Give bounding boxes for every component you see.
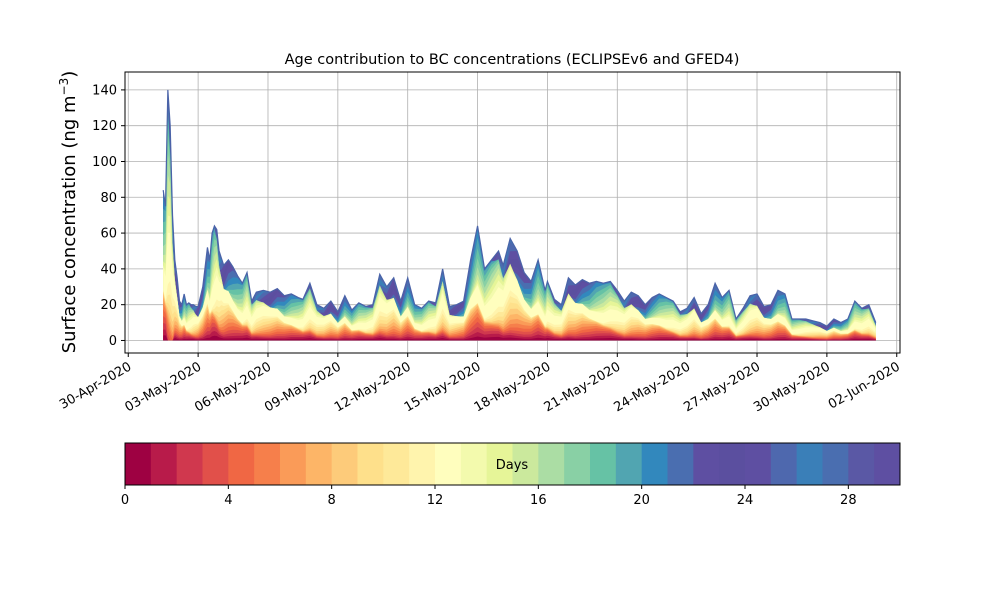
- colorbar-segment: [125, 443, 152, 485]
- colorbar-segment: [435, 443, 462, 485]
- colorbar-segment: [719, 443, 746, 485]
- colorbar-tick-label: 16: [530, 493, 547, 508]
- colorbar-segment: [512, 443, 539, 485]
- colorbar-segment: [848, 443, 875, 485]
- x-tick-label: 30-May-2020: [751, 359, 833, 415]
- x-tick-label: 06-May-2020: [192, 359, 274, 415]
- colorbar-segment: [305, 443, 333, 485]
- area-band-day-7: [163, 293, 876, 341]
- y-tick-label: 40: [100, 262, 117, 277]
- y-tick-label: 120: [92, 119, 117, 134]
- y-tick-label: 140: [92, 83, 117, 98]
- area-band-day-0: [163, 335, 876, 341]
- colorbar-segment: [280, 443, 307, 485]
- x-tick-label: 12-May-2020: [332, 359, 414, 415]
- colorbar-tick-label: 8: [328, 493, 336, 508]
- colorbar-tick-label: 28: [840, 493, 857, 508]
- colorbar-tick-label: 20: [633, 493, 650, 508]
- colorbar-segment: [409, 443, 436, 485]
- colorbar-segment: [383, 443, 410, 485]
- colorbar-segment: [615, 443, 643, 485]
- colorbar-frame: [124, 442, 901, 486]
- colorbar-tick-label: 24: [737, 493, 754, 508]
- colorbar-segment: [228, 443, 255, 485]
- plot-area: 02040608010012014030-Apr-202003-May-2020…: [57, 71, 903, 415]
- x-tick-label: 27-May-2020: [681, 359, 763, 415]
- colorbar-tick-label: 12: [427, 493, 444, 508]
- colorbar-segment: [538, 443, 565, 485]
- y-tick-label: 100: [92, 155, 117, 170]
- y-tick-label: 20: [100, 298, 117, 313]
- colorbar-segment: [202, 443, 229, 485]
- chart-title: Age contribution to BC concentrations (E…: [285, 52, 740, 68]
- colorbar-segment: [693, 443, 720, 485]
- colorbar-segment: [176, 443, 203, 485]
- x-tick-label: 02-Jun-2020: [826, 359, 903, 412]
- colorbar-segment: [667, 443, 694, 485]
- colorbar-segment: [460, 443, 488, 485]
- x-tick-label: 15-May-2020: [402, 359, 484, 415]
- colorbar-segment: [770, 443, 798, 485]
- colorbar-tick-label: 4: [224, 493, 232, 508]
- colorbar-segment: [641, 443, 668, 485]
- y-tick-label: 0: [109, 334, 117, 349]
- colorbar-label: Days: [496, 458, 529, 473]
- y-tick-label: 60: [100, 227, 117, 242]
- x-tick-label: 09-May-2020: [262, 359, 344, 415]
- stacked-area-bands: [163, 89, 876, 341]
- x-tick-label: 24-May-2020: [611, 359, 693, 415]
- colorbar-segment: [874, 443, 901, 485]
- colorbar-segment: [796, 443, 823, 485]
- x-tick-label: 18-May-2020: [472, 359, 554, 415]
- colorbar-segment: [590, 443, 617, 485]
- x-tick-label: 03-May-2020: [122, 359, 204, 415]
- total-outline: [162, 89, 877, 327]
- plot-frame: [124, 71, 901, 354]
- x-tick-label: 21-May-2020: [542, 359, 624, 415]
- y-axis-label: Surface concentration (ng m−3): [57, 71, 80, 354]
- colorbar-tick-label: 0: [121, 493, 129, 508]
- colorbar-segment: [150, 443, 178, 485]
- colorbar-segment: [254, 443, 281, 485]
- colorbar-segment: [822, 443, 849, 485]
- colorbar-segment: [564, 443, 591, 485]
- colorbar-segment: [357, 443, 384, 485]
- colorbar-segment: [745, 443, 772, 485]
- colorbar-segment: [331, 443, 358, 485]
- y-tick-label: 80: [100, 191, 117, 206]
- colorbar: 0 4 8 12 16 20 24 28: [121, 442, 901, 508]
- colorbar-segment: [486, 443, 513, 485]
